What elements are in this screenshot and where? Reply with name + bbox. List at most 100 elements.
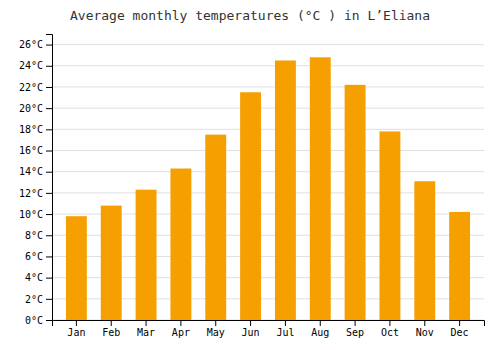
x-axis-line	[53, 321, 485, 327]
y-tick: 14°C	[19, 166, 52, 177]
x-tick-mark	[285, 320, 286, 326]
y-tick-mark	[46, 235, 52, 236]
y-tick-mark	[46, 256, 52, 257]
y-tick-mark	[46, 87, 52, 88]
y-tick: 20°C	[19, 103, 52, 114]
y-tick-label: 14°C	[19, 166, 43, 177]
bar	[275, 60, 296, 320]
y-tick: 26°C	[19, 39, 52, 50]
x-tick-label: Dec	[451, 327, 469, 338]
title: Average monthly temperatures (°C ) in L’…	[70, 8, 430, 23]
x-tick: Jan	[67, 320, 85, 338]
x-tick: Apr	[172, 320, 190, 338]
chart: 0°C 2°C 4°C 6°C 8°C 10°C 12°C 14°C 16°C 18°C 20°C 2…	[0, 0, 500, 350]
y-tick-label: 12°C	[19, 188, 43, 199]
x-tick: Jun	[242, 320, 260, 338]
y-tick-mark	[46, 108, 52, 109]
y-tick-label: 18°C	[19, 124, 43, 135]
x-tick-label: Apr	[172, 327, 190, 338]
x-tick: Jul	[276, 320, 294, 338]
y-tick-label: 20°C	[19, 103, 43, 114]
x-tick-label: Sep	[346, 327, 364, 338]
bar	[66, 216, 87, 320]
bar	[170, 169, 191, 320]
x-tick-label: May	[207, 327, 225, 338]
y-tick-mark	[46, 193, 52, 194]
plot: 0°C 2°C 4°C 6°C 8°C 10°C 12°C 14°C 16°C 18°C 20°C 2…	[19, 35, 485, 339]
x-tick-label: Oct	[381, 327, 399, 338]
bar	[101, 206, 122, 320]
y-tick-label: 10°C	[19, 209, 43, 220]
y-tick: 10°C	[19, 209, 52, 220]
grid-line	[52, 44, 484, 45]
y-tick-label: 8°C	[25, 230, 43, 241]
x-tick-mark	[389, 320, 390, 326]
y-tick: 6°C	[25, 251, 52, 262]
y-tick: 16°C	[19, 145, 52, 156]
y-tick-label: 4°C	[25, 272, 43, 283]
x-tick-mark	[180, 320, 181, 326]
y-tick: 0°C	[25, 315, 52, 326]
x-tick-label: Feb	[102, 327, 120, 338]
y-tick-label: 24°C	[19, 60, 43, 71]
y-tick-mark	[46, 320, 52, 321]
y-tick-mark	[46, 66, 52, 67]
x-tick: Dec	[451, 320, 469, 338]
x-tick: Mar	[137, 320, 155, 338]
grid-line	[52, 65, 484, 66]
y-tick-label: 6°C	[25, 251, 43, 262]
y-tick: 8°C	[25, 230, 52, 241]
y-tick-label: 22°C	[19, 82, 43, 93]
x-tick-mark	[459, 320, 460, 326]
bar	[345, 85, 366, 320]
x-tick-label: Nov	[416, 327, 434, 338]
y-tick-label: 2°C	[25, 294, 43, 305]
x-tick-label: Aug	[311, 327, 329, 338]
grid-line	[52, 129, 484, 130]
x-tick: Aug	[311, 320, 329, 338]
grid-line	[52, 86, 484, 87]
bar	[310, 57, 331, 320]
y-tick-mark	[46, 151, 52, 152]
bars	[66, 57, 470, 320]
y-tick-mark	[46, 299, 52, 300]
y-tick: 4°C	[25, 272, 52, 283]
bar	[240, 92, 261, 320]
y-tick-mark	[46, 172, 52, 173]
x-tick-label: Jul	[276, 327, 294, 338]
bar	[449, 212, 470, 320]
y-tick: 24°C	[19, 60, 52, 71]
y-tick-label: 16°C	[19, 145, 43, 156]
grid	[52, 45, 484, 320]
x-tick-label: Jan	[67, 327, 85, 338]
x-tick: Sep	[346, 320, 364, 338]
y-tick: 12°C	[19, 188, 52, 199]
x-tick-mark	[424, 320, 425, 326]
x-axis: Jan Feb Mar Apr May Jun Jul Aug Sep Oct Nov Dec	[53, 320, 485, 338]
bar	[205, 135, 226, 320]
y-tick: 22°C	[19, 82, 52, 93]
x-tick-mark	[250, 320, 251, 326]
y-tick-label: 26°C	[19, 39, 43, 50]
y-tick: 18°C	[19, 124, 52, 135]
bar	[414, 181, 435, 320]
y-tick: 2°C	[25, 294, 52, 305]
x-tick: Feb	[102, 320, 120, 338]
y-axis-line	[46, 35, 53, 321]
x-tick: Nov	[416, 320, 434, 338]
x-tick-mark	[215, 320, 216, 326]
y-tick-label: 0°C	[25, 315, 43, 326]
x-tick-mark	[76, 320, 77, 326]
bar	[379, 131, 400, 320]
y-axis: 0°C 2°C 4°C 6°C 8°C 10°C 12°C 14°C 16°C 18°C 20°C 2…	[19, 35, 53, 326]
x-tick-mark	[320, 320, 321, 326]
x-tick: May	[207, 320, 225, 338]
y-tick-mark	[46, 129, 52, 130]
grid-line	[52, 108, 484, 109]
x-tick-mark	[111, 320, 112, 326]
x-tick-mark	[146, 320, 147, 326]
x-tick-label: Jun	[242, 327, 260, 338]
x-tick-mark	[355, 320, 356, 326]
x-tick-label: Mar	[137, 327, 155, 338]
y-tick-mark	[46, 45, 52, 46]
